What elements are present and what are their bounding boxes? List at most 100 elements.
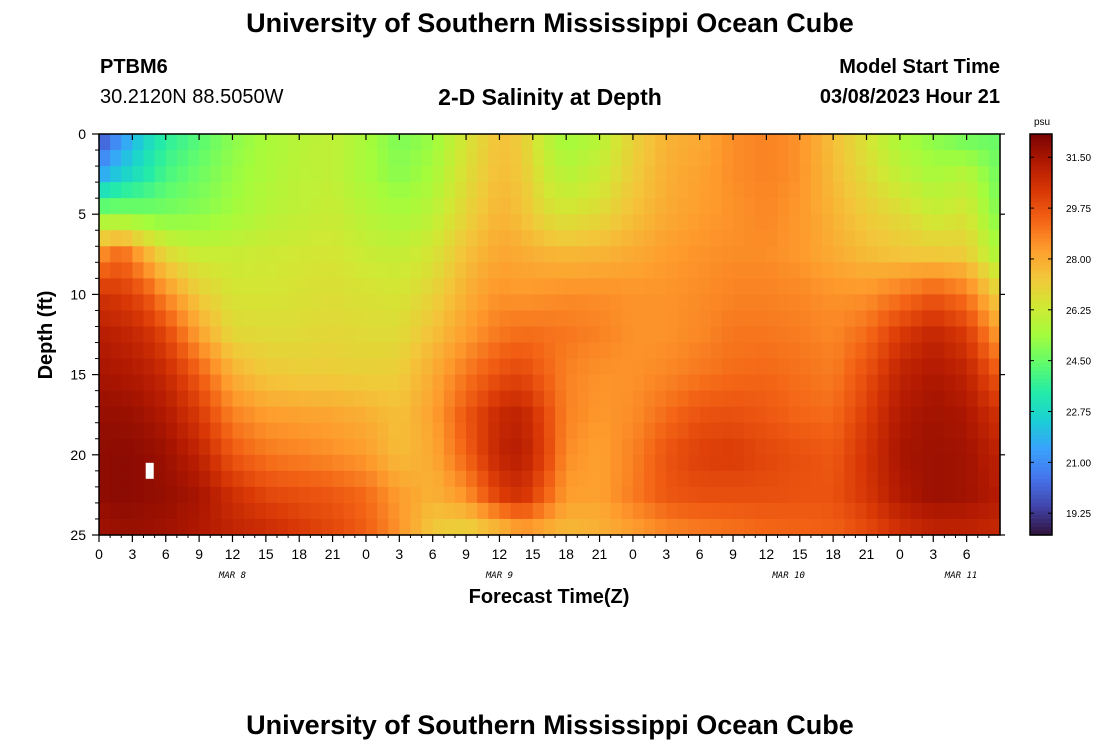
heatmap-cell [666, 518, 679, 536]
heatmap-cell [421, 518, 434, 536]
heatmap-cell [388, 470, 400, 488]
colorbar-segment [1030, 262, 1052, 267]
heatmap-cell [710, 486, 723, 504]
heatmap-cell [443, 182, 456, 199]
heatmap-cell [99, 422, 111, 440]
heatmap-cell [855, 326, 868, 344]
heatmap-cell [877, 358, 890, 376]
heatmap-cell [799, 470, 812, 488]
heatmap-cell [154, 214, 167, 231]
heatmap-cell [644, 262, 656, 279]
heatmap-cell [599, 454, 612, 472]
y-tick-label: 15 [70, 367, 86, 383]
heatmap-cell [343, 150, 356, 167]
heatmap-cell [410, 486, 423, 504]
heatmap-cell [922, 358, 934, 376]
heatmap-cell [421, 374, 434, 392]
heatmap-cell [443, 438, 456, 456]
heatmap-cell [744, 470, 756, 488]
heatmap-cell [810, 422, 823, 440]
heatmap-cell [766, 470, 779, 488]
heatmap-cell [944, 406, 957, 424]
colorbar-segment [1030, 266, 1052, 271]
heatmap-cell [566, 470, 578, 488]
heatmap-cell [933, 182, 945, 199]
heatmap-cell [232, 422, 245, 440]
heatmap-cell [288, 230, 300, 247]
heatmap-cell [343, 518, 356, 536]
heatmap-cell [343, 486, 356, 504]
heatmap-cell [477, 390, 489, 408]
heatmap-cell [354, 310, 367, 328]
heatmap-cell [310, 390, 323, 408]
heatmap-cell [888, 374, 901, 392]
heatmap-cell [944, 262, 957, 279]
heatmap-cell [911, 198, 923, 215]
heatmap-cell [977, 262, 990, 279]
heatmap-cell [99, 198, 111, 215]
heatmap-cell [176, 518, 189, 536]
heatmap-cell [143, 198, 156, 215]
heatmap-cell [822, 502, 834, 520]
heatmap-cell [744, 294, 756, 312]
heatmap-cell [510, 486, 523, 504]
heatmap-cell [410, 470, 423, 488]
heatmap-cell [810, 518, 823, 536]
heatmap-cell [666, 406, 679, 424]
heatmap-cell [421, 230, 434, 247]
heatmap-cell [343, 310, 356, 328]
colorbar-segment [1030, 210, 1052, 215]
heatmap-cell [610, 518, 623, 536]
heatmap-cell [599, 342, 612, 360]
heatmap-cell [610, 374, 623, 392]
colorbar-segment [1030, 494, 1052, 500]
heatmap-cell [254, 358, 267, 376]
x-tick-label: 6 [162, 546, 170, 562]
heatmap-cell [510, 406, 523, 424]
heatmap-cell [855, 406, 868, 424]
heatmap-cell [332, 326, 345, 344]
heatmap-cell [466, 374, 478, 392]
heatmap-cell [922, 230, 934, 247]
heatmap-cell [343, 230, 356, 247]
heatmap-cell [933, 406, 945, 424]
heatmap-cell [966, 150, 979, 167]
heatmap-cell [988, 326, 1001, 344]
heatmap-cell [399, 230, 412, 247]
heatmap-cell [788, 150, 801, 167]
heatmap-cell [276, 182, 289, 199]
heatmap-cell [276, 150, 289, 167]
heatmap-cell [265, 134, 278, 151]
heatmap-cell [911, 438, 923, 456]
heatmap-cell [688, 294, 701, 312]
colorbar-segment [1030, 154, 1052, 159]
heatmap-cell [888, 390, 901, 408]
heatmap-cell [321, 470, 334, 488]
heatmap-cell [710, 406, 723, 424]
heatmap-cell [143, 262, 156, 279]
heatmap-cell [988, 134, 1001, 151]
heatmap-cell [187, 358, 200, 376]
colorbar-segment [1030, 134, 1052, 139]
heatmap-cell [721, 230, 734, 247]
heatmap-cell [922, 326, 934, 344]
colorbar-segment [1030, 142, 1052, 147]
heatmap-cell [699, 214, 712, 231]
colorbar-segment [1030, 230, 1052, 235]
heatmap-cell [421, 310, 434, 328]
heatmap-cell [532, 502, 545, 520]
heatmap-cell [710, 230, 723, 247]
heatmap-cell [543, 438, 556, 456]
heatmap-cell [877, 198, 890, 215]
heatmap-cell [666, 454, 679, 472]
heatmap-cell [121, 230, 133, 247]
heatmap-cell [443, 262, 456, 279]
heatmap-cell [321, 150, 334, 167]
heatmap-cell [132, 198, 145, 215]
heatmap-cell [310, 166, 323, 183]
heatmap-cell [421, 502, 434, 520]
heatmap-cell [343, 454, 356, 472]
heatmap-cell [299, 326, 311, 344]
heatmap-cell [143, 326, 156, 344]
heatmap-cell [332, 390, 345, 408]
